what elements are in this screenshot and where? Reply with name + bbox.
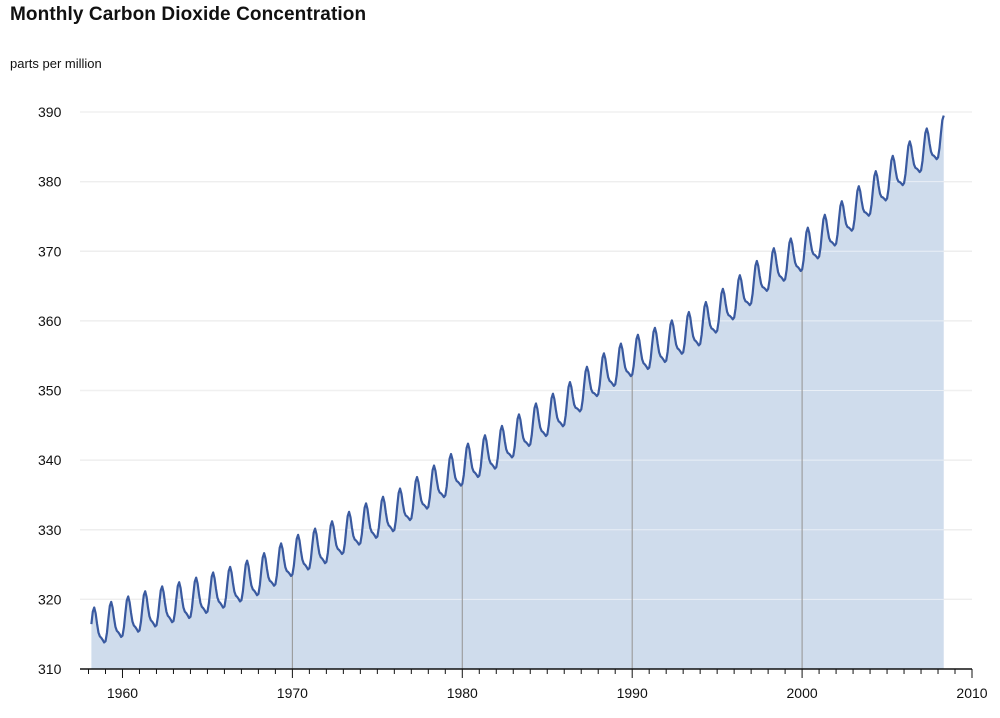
- y-tick-label-310: 310: [38, 661, 62, 677]
- x-tick-label-1970: 1970: [277, 685, 308, 701]
- x-tick-label-1990: 1990: [617, 685, 648, 701]
- chart-title: Monthly Carbon Dioxide Concentration: [10, 4, 367, 25]
- x-tick-label-2000: 2000: [787, 685, 818, 701]
- y-tick-label-340: 340: [38, 452, 62, 468]
- y-tick-label-350: 350: [38, 383, 62, 399]
- y-tick-label-360: 360: [38, 313, 62, 329]
- co2-series-line: [90, 115, 945, 644]
- x-tick-label-1960: 1960: [107, 685, 138, 701]
- y-tick-label-330: 330: [38, 522, 62, 538]
- axis-layer: 1960 1970 1980 1990 2000 2010 310 320 330 340 350 3…: [38, 104, 988, 701]
- line-layer: [90, 115, 945, 644]
- x-tick-label-2010: 2010: [956, 685, 987, 701]
- area-layer: [91, 115, 944, 669]
- co2-area-fill: [91, 115, 944, 669]
- y-axis-label: parts per million: [10, 56, 102, 71]
- vertical-gridlines: [80, 111, 972, 669]
- y-tick-label-320: 320: [38, 591, 62, 607]
- y-tick-label-380: 380: [38, 174, 62, 190]
- x-tick-label-1980: 1980: [447, 685, 478, 701]
- y-tick-label-370: 370: [38, 243, 62, 259]
- y-tick-label-390: 390: [38, 104, 62, 120]
